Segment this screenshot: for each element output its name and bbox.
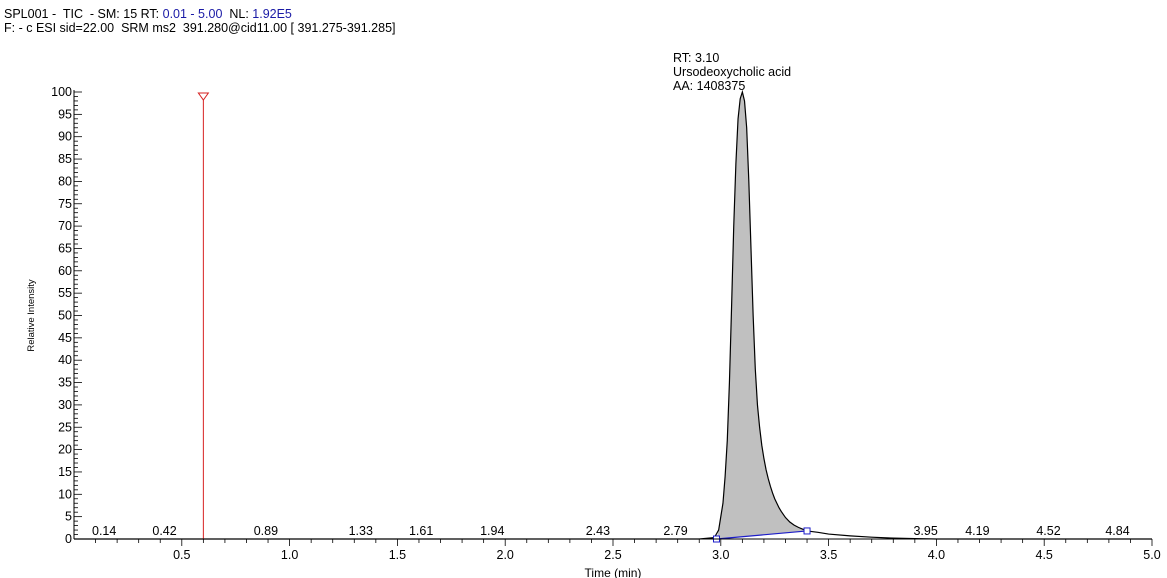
y-tick-label: 45 xyxy=(58,331,72,345)
y-tick-label: 80 xyxy=(58,174,72,188)
minor-peak-label: 1.61 xyxy=(409,524,433,538)
y-tick-label: 90 xyxy=(58,130,72,144)
y-tick-label: 30 xyxy=(58,398,72,412)
y-tick-label: 5 xyxy=(65,510,72,524)
minor-peak-label: 4.84 xyxy=(1105,524,1129,538)
rt-marker-triangle-icon xyxy=(197,92,210,101)
minor-peak-label: 1.94 xyxy=(480,524,504,538)
baseline-end-marker xyxy=(803,527,811,535)
chromatogram-trace xyxy=(74,89,1152,540)
x-tick-label: 2.5 xyxy=(604,548,621,562)
peak-area-label: AA: 1408375 xyxy=(673,79,745,93)
header-label: SPL001 - TIC - SM: 15 RT: xyxy=(4,7,163,21)
x-tick-label: 4.5 xyxy=(1036,548,1053,562)
y-tick-label: 50 xyxy=(58,309,72,323)
x-tick-label: 3.5 xyxy=(820,548,837,562)
minor-peak-label: 1.33 xyxy=(349,524,373,538)
integrated-peak-area xyxy=(716,92,808,539)
peak-rt-label: RT: 3.10 xyxy=(673,51,719,65)
integration-baseline xyxy=(716,530,808,540)
x-tick-label: 1.0 xyxy=(281,548,298,562)
rt-range-value: 0.01 - 5.00 xyxy=(162,7,223,21)
minor-peak-label: 0.89 xyxy=(254,524,278,538)
y-axis-title: Relative Intensity xyxy=(26,279,37,352)
minor-peak-label: 2.79 xyxy=(663,524,687,538)
y-tick-label: 10 xyxy=(58,487,72,501)
minor-peak-label: 3.95 xyxy=(913,524,937,538)
y-tick-label: 15 xyxy=(58,465,72,479)
chart-header-line-2: F: - c ESI sid=22.00 SRM ms2 391.280@cid… xyxy=(4,21,396,35)
chart-header-line-1: SPL001 - TIC - SM: 15 RT: 0.01 - 5.00 NL… xyxy=(4,7,292,21)
y-tick-label: 35 xyxy=(58,376,72,390)
minor-peak-label: 0.42 xyxy=(152,524,176,538)
minor-peak-label: 4.52 xyxy=(1036,524,1060,538)
x-tick-label: 3.0 xyxy=(712,548,729,562)
nl-value: 1.92E5 xyxy=(252,7,292,21)
y-tick-label: 20 xyxy=(58,443,72,457)
y-tick-label: 70 xyxy=(58,219,72,233)
y-tick-label: 40 xyxy=(58,353,72,367)
y-tick-label: 100 xyxy=(51,85,72,99)
y-tick-label: 0 xyxy=(65,532,72,546)
x-tick-label: 0.5 xyxy=(173,548,190,562)
x-tick-label: 5.0 xyxy=(1143,548,1160,562)
y-tick-label: 75 xyxy=(58,197,72,211)
y-tick-label: 55 xyxy=(58,286,72,300)
x-tick-label: 1.5 xyxy=(389,548,406,562)
x-tick-label: 2.0 xyxy=(497,548,514,562)
header-nl-label: NL: xyxy=(222,7,253,21)
y-tick-label: 60 xyxy=(58,264,72,278)
y-tick-label: 85 xyxy=(58,152,72,166)
x-axis-title: Time (min) xyxy=(585,566,642,578)
y-tick-label: 25 xyxy=(58,420,72,434)
minor-peak-label: 0.14 xyxy=(92,524,116,538)
y-tick-label: 95 xyxy=(58,107,72,121)
peak-compound-name: Ursodeoxycholic acid xyxy=(673,65,791,79)
x-tick-label: 4.0 xyxy=(928,548,945,562)
y-tick-label: 65 xyxy=(58,241,72,255)
minor-peak-label: 4.19 xyxy=(965,524,989,538)
minor-peak-label: 2.43 xyxy=(586,524,610,538)
